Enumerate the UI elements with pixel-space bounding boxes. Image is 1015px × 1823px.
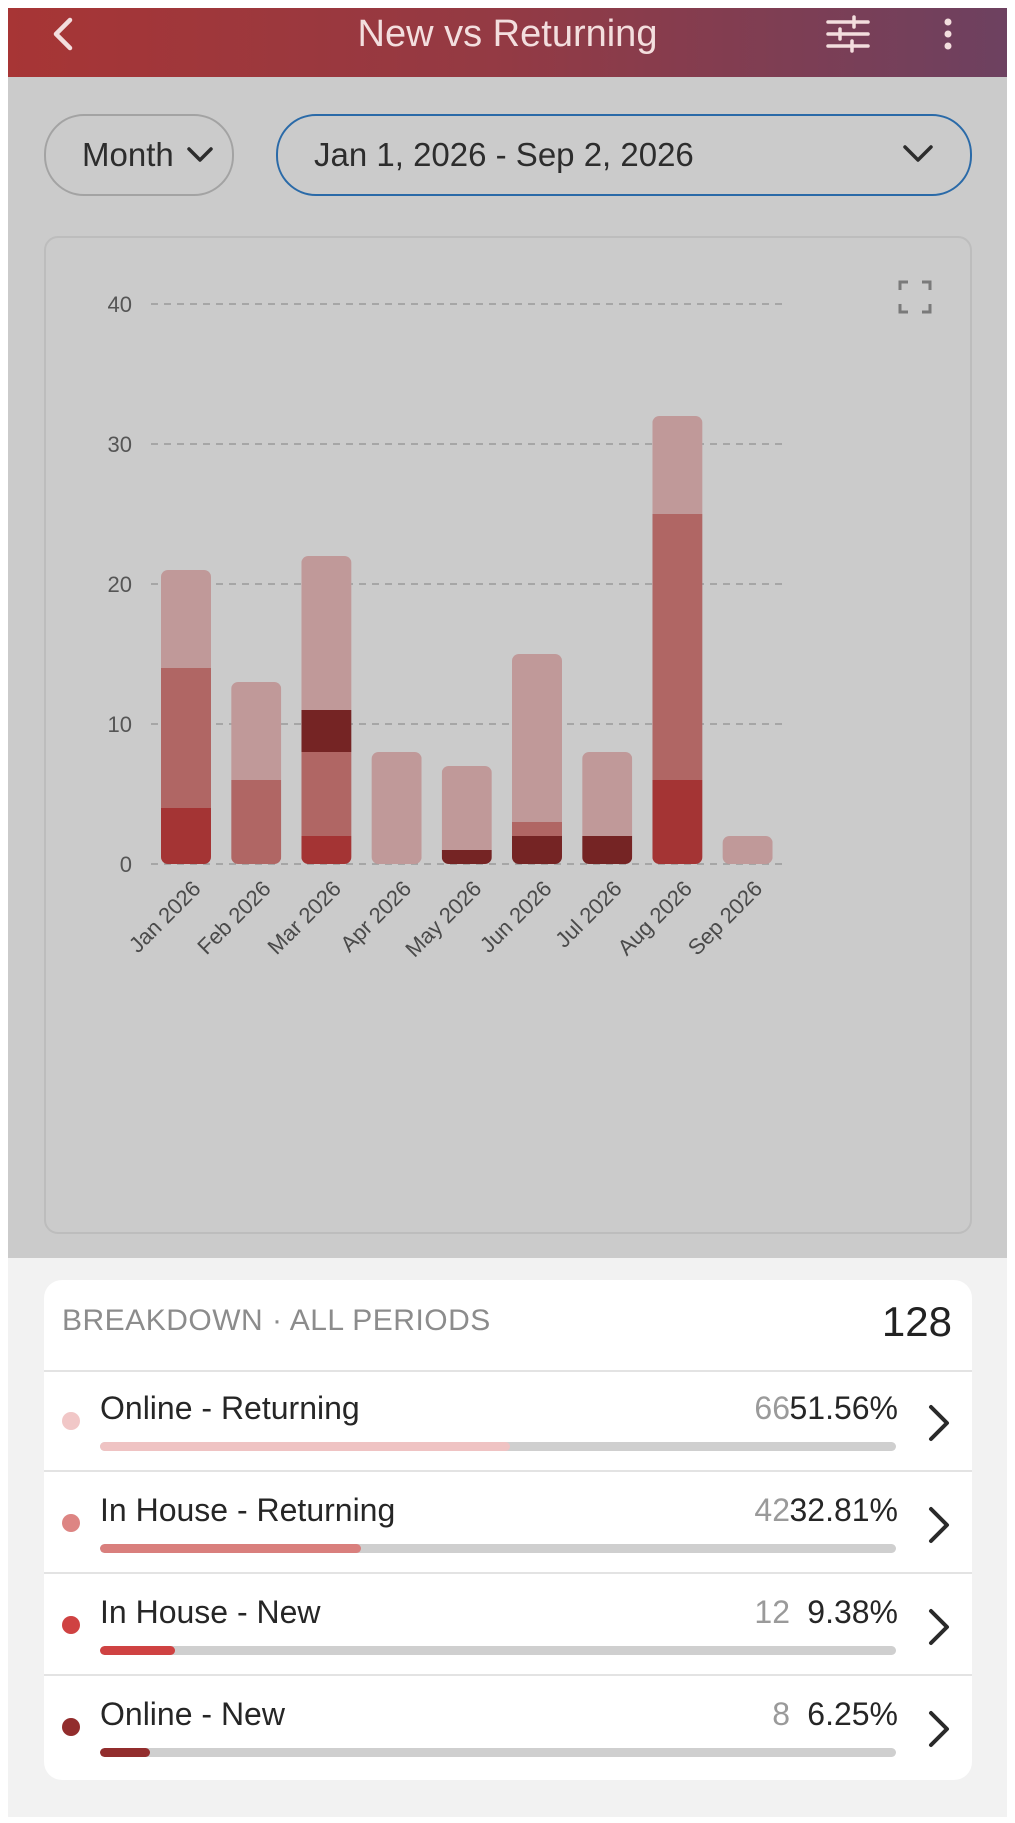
bar-segment [512, 654, 562, 822]
chevron-right-icon [929, 1711, 949, 1747]
chevron-left-icon[interactable] [44, 12, 84, 56]
legend-dot [62, 1412, 80, 1430]
progress-fill [100, 1748, 150, 1757]
bar-segment [231, 682, 282, 780]
row-percent: 6.25% [807, 1696, 898, 1732]
chevron-down-icon [186, 147, 213, 162]
progress-fill [100, 1646, 175, 1655]
bar-segment [301, 710, 352, 752]
row-percent: 51.56% [789, 1390, 898, 1426]
chevron-down-icon [903, 145, 933, 162]
x-tick-label: May 2026 [400, 876, 486, 962]
bar-segment [652, 780, 703, 864]
bar-segment [301, 752, 352, 836]
row-count: 12 [754, 1594, 790, 1630]
y-tick-label: 30 [108, 432, 132, 457]
more-vertical-icon[interactable] [936, 14, 960, 54]
bar-segment [301, 836, 352, 864]
x-tick-label: Jan 2026 [124, 876, 206, 958]
bar-segment [652, 416, 703, 514]
bar-segment [231, 780, 282, 864]
row-label: In House - New [100, 1594, 321, 1630]
progress-track [100, 1544, 896, 1553]
row-percent: 9.38% [807, 1594, 898, 1630]
x-tick-label: Mar 2026 [263, 876, 346, 959]
bar-segment [301, 556, 352, 710]
bar-segment [512, 822, 562, 836]
date-range-dropdown[interactable]: Jan 1, 2026 - Sep 2, 2026 [276, 114, 972, 196]
legend-dot [62, 1616, 80, 1634]
breakdown-sheet: BREAKDOWN · ALL PERIODS 128 Online - Ret… [8, 1258, 1007, 1817]
breakdown-total: 128 [881, 1298, 952, 1345]
progress-track [100, 1748, 896, 1757]
y-tick-label: 20 [108, 572, 132, 597]
breakdown-row-online-returning[interactable]: Online - Returning 66 51.56% [44, 1370, 972, 1472]
x-tick-label: Aug 2026 [613, 876, 697, 960]
breakdown-row-online-new[interactable]: Online - New 8 6.25% [44, 1676, 972, 1778]
period-value: Month [82, 136, 174, 173]
page-title: New vs Returning [357, 13, 658, 55]
legend-dot [62, 1718, 80, 1736]
bar-segment [582, 752, 633, 836]
bar-segment [441, 850, 492, 864]
bar-segment [161, 570, 211, 668]
progress-fill [100, 1544, 362, 1553]
progress-fill [100, 1442, 511, 1451]
row-count: 66 [754, 1390, 790, 1426]
breakdown-title: BREAKDOWN · ALL PERIODS [62, 1304, 491, 1337]
bar-segment [371, 752, 422, 864]
y-tick-label: 10 [108, 712, 132, 737]
x-tick-label: Jun 2026 [475, 876, 557, 958]
breakdown-row-in-house-new[interactable]: In House - New 12 9.38% [44, 1574, 972, 1676]
row-label: Online - Returning [100, 1390, 360, 1426]
bar-segment [441, 766, 492, 850]
x-tick-label: Sep 2026 [683, 876, 767, 960]
chevron-right-icon [929, 1507, 949, 1543]
bar-segment [512, 836, 562, 864]
date-range-value: Jan 1, 2026 - Sep 2, 2026 [314, 136, 694, 173]
breakdown-header: BREAKDOWN · ALL PERIODS 128 [44, 1280, 972, 1372]
period-dropdown[interactable]: Month [44, 114, 234, 196]
row-percent: 32.81% [789, 1492, 898, 1528]
sliders-icon[interactable] [824, 14, 872, 54]
bar-segment [652, 514, 703, 780]
legend-dot [62, 1514, 80, 1532]
breakdown-row-in-house-returning[interactable]: In House - Returning 42 32.81% [44, 1472, 972, 1574]
app-header: New vs Returning [8, 8, 1007, 77]
progress-track [100, 1646, 896, 1655]
chart-card [44, 236, 972, 1234]
expand-icon[interactable] [898, 280, 932, 314]
app-screen: New vs Returning Month Jan 1, 2026 - Sep… [8, 8, 1007, 1817]
y-tick-label: 40 [108, 292, 132, 317]
bar-segment [161, 668, 211, 808]
row-count: 42 [754, 1492, 790, 1528]
chevron-right-icon [929, 1405, 949, 1441]
row-label: Online - New [100, 1696, 285, 1732]
row-label: In House - Returning [100, 1492, 396, 1528]
progress-track [100, 1442, 896, 1451]
x-tick-label: Feb 2026 [192, 876, 275, 959]
row-count: 8 [772, 1696, 790, 1732]
bar-segment [722, 836, 773, 864]
chevron-right-icon [929, 1609, 949, 1645]
y-tick-label: 0 [120, 852, 132, 877]
bar-segment [161, 808, 211, 864]
bar-segment [582, 836, 633, 864]
breakdown-card: BREAKDOWN · ALL PERIODS 128 Online - Ret… [44, 1280, 972, 1780]
